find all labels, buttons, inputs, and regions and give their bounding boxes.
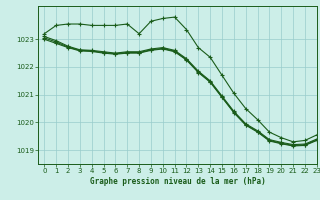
X-axis label: Graphe pression niveau de la mer (hPa): Graphe pression niveau de la mer (hPa)	[90, 177, 266, 186]
